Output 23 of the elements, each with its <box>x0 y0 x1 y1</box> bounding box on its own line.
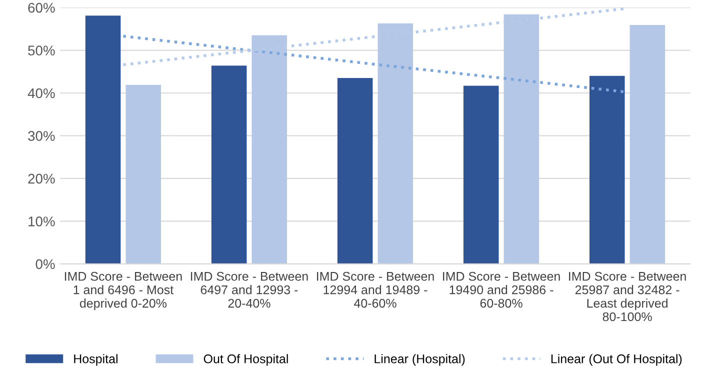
bar <box>630 25 666 264</box>
x-tick-label: IMD Score - Between 1 and 6496 - Most deprived 0-20% <box>64 272 182 310</box>
bar <box>589 76 625 264</box>
x-tick-label: IMD Score - Between 12994 and 19489 - 40-60% <box>317 272 434 308</box>
legend-label: Linear (Hospital) <box>374 354 465 366</box>
x-tick-label: IMD Score - Between 25987 and 32482 - Least deprived 80-100% <box>569 272 686 322</box>
legend-label: Linear (Out Of Hospital) <box>551 354 682 366</box>
y-tick-label: 60% <box>28 2 55 13</box>
y-tick-label: 50% <box>28 46 55 56</box>
bar <box>85 16 121 264</box>
bar <box>126 84 161 264</box>
y-tick-label: 20% <box>28 174 55 184</box>
y-tick-label: 40% <box>28 88 55 98</box>
y-tick-label: 30% <box>28 131 55 141</box>
legend-label: Hospital <box>74 354 118 366</box>
y-tick-label: 0% <box>36 259 55 270</box>
bar <box>463 86 499 264</box>
legend-label: Out Of Hospital <box>204 354 288 366</box>
bar <box>211 66 247 264</box>
x-tick-label: IMD Score - Between 6497 and 12993 - 20-40% <box>190 272 308 308</box>
bar <box>337 78 373 264</box>
y-tick-label: 10% <box>28 216 55 226</box>
x-tick-label: IMD Score - Between 19490 and 25986 - 60-80% <box>443 272 560 308</box>
